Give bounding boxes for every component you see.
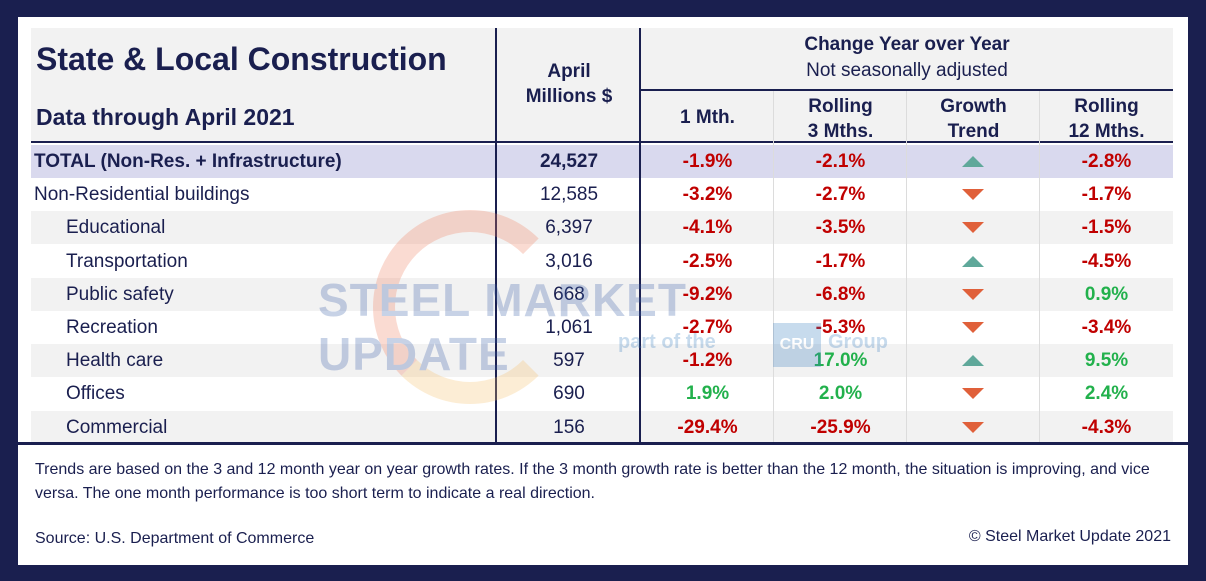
row-label: Recreation bbox=[66, 317, 158, 338]
table-row: Non-Residential buildings 12,585 -3.2% -2.7… bbox=[31, 178, 1173, 211]
trend-down-icon bbox=[962, 288, 984, 300]
change-header: Change Year over Year Not seasonally adj… bbox=[641, 32, 1173, 84]
pct-rolling12: -4.5% bbox=[1081, 250, 1132, 272]
footnote: Trends are based on the 3 and 12 month y… bbox=[35, 461, 1150, 502]
trend-down-icon bbox=[962, 189, 984, 201]
divider-1mth bbox=[773, 91, 774, 442]
subheader-divider bbox=[641, 89, 1173, 91]
row-value: 668 bbox=[553, 283, 585, 305]
pct-1mth: -2.7% bbox=[682, 317, 733, 338]
change-header-sub: Not seasonally adjusted bbox=[806, 60, 1008, 81]
pct-1mth: -2.5% bbox=[682, 250, 733, 272]
source-note: Source: U.S. Department of Commerce bbox=[35, 530, 315, 547]
row-label: Health care bbox=[66, 350, 164, 372]
row-label: Transportation bbox=[66, 250, 188, 272]
pct-1mth: -29.4% bbox=[677, 416, 738, 438]
pct-rolling3: -1.7% bbox=[815, 250, 866, 272]
divider-name-value bbox=[495, 28, 497, 442]
pct-rolling12: 9.5% bbox=[1084, 350, 1129, 372]
table-card: State & Local Construction Data through … bbox=[18, 17, 1188, 565]
table-row: Public safety 668 -9.2% -6.8% 0.9% bbox=[31, 277, 1173, 311]
pct-rolling12: -4.3% bbox=[1081, 416, 1132, 438]
table-bottom-border bbox=[18, 442, 1188, 445]
col-header-rolling3-line2: 3 Mths. bbox=[807, 121, 874, 142]
table-row: Recreation 1,061 -2.7% -5.3% -3.4% bbox=[31, 311, 1173, 344]
pct-rolling12: 2.4% bbox=[1084, 383, 1129, 405]
table-row: Transportation 3,016 -2.5% -1.7% -4.5% bbox=[31, 245, 1173, 278]
copyright: © Steel Market Update 2021 bbox=[968, 528, 1171, 545]
row-value: 597 bbox=[553, 350, 585, 372]
col-header-rolling3: Rolling 3 Mths. bbox=[774, 94, 907, 144]
row-value: 12,585 bbox=[539, 184, 599, 206]
pct-rolling3: 2.0% bbox=[818, 383, 863, 405]
pct-1mth: -3.2% bbox=[682, 184, 733, 206]
page-subtitle: Data through April 2021 bbox=[36, 104, 295, 130]
row-label: Public safety bbox=[66, 283, 174, 305]
divider-value-pct bbox=[639, 28, 641, 442]
pct-rolling3: -3.5% bbox=[815, 217, 866, 239]
table-row: Health care 597 -1.2% 17.0% 9.5% bbox=[31, 344, 1173, 378]
pct-rolling12: -1.7% bbox=[1081, 184, 1132, 206]
col-header-april: April Millions $ bbox=[497, 59, 641, 109]
trend-up-icon bbox=[962, 255, 984, 267]
trend-up-icon bbox=[962, 355, 984, 367]
pct-1mth: -1.9% bbox=[682, 151, 733, 172]
trend-down-icon bbox=[962, 421, 984, 433]
row-label: TOTAL (Non-Res. + Infrastructure) bbox=[34, 151, 342, 172]
col-header-1mth: 1 Mth. bbox=[680, 107, 735, 128]
pct-rolling3: -25.9% bbox=[810, 416, 871, 438]
pct-1mth: -9.2% bbox=[682, 283, 733, 305]
divider-rolling3 bbox=[906, 91, 907, 442]
trend-down-icon bbox=[962, 222, 984, 234]
col-header-growth-trend-line2: Trend bbox=[947, 121, 1000, 142]
row-value: 24,527 bbox=[539, 151, 599, 172]
trend-down-icon bbox=[962, 322, 984, 333]
row-value: 690 bbox=[553, 383, 585, 405]
pct-1mth: -4.1% bbox=[682, 217, 733, 239]
row-value: 3,016 bbox=[545, 250, 593, 272]
pct-rolling3: 17.0% bbox=[813, 350, 868, 372]
col-header-april-line1: April bbox=[547, 61, 591, 82]
pct-rolling12: -3.4% bbox=[1081, 317, 1132, 338]
header-background bbox=[31, 28, 1173, 143]
pct-rolling3: -5.3% bbox=[815, 317, 866, 338]
row-label: Offices bbox=[66, 383, 125, 405]
table-row: Educational 6,397 -4.1% -3.5% -1.5% bbox=[31, 211, 1173, 245]
col-header-april-line2: Millions $ bbox=[525, 86, 613, 107]
header-divider bbox=[31, 141, 1173, 143]
pct-rolling3: -2.7% bbox=[815, 184, 866, 206]
row-value: 156 bbox=[553, 416, 585, 438]
trend-down-icon bbox=[962, 388, 984, 400]
row-label: Commercial bbox=[66, 416, 168, 438]
pct-rolling3: -6.8% bbox=[815, 283, 866, 305]
col-header-growth-trend-line1: Growth bbox=[940, 96, 1007, 117]
trend-up-icon bbox=[962, 156, 984, 167]
table-row: Commercial 156 -29.4% -25.9% -4.3% bbox=[31, 410, 1173, 444]
pct-1mth: 1.9% bbox=[685, 383, 730, 405]
total-row: TOTAL (Non-Res. + Infrastructure) 24,527 -… bbox=[31, 145, 1173, 178]
col-header-rolling12-line1: Rolling bbox=[1074, 96, 1139, 117]
divider-trend bbox=[1039, 91, 1040, 442]
pct-rolling12: -1.5% bbox=[1081, 217, 1132, 239]
change-header-title: Change Year over Year bbox=[804, 34, 1010, 55]
pct-rolling12: 0.9% bbox=[1084, 283, 1129, 305]
pct-rolling12: -2.8% bbox=[1081, 151, 1132, 172]
col-header-rolling3-line1: Rolling bbox=[808, 96, 873, 117]
pct-rolling3: -2.1% bbox=[815, 151, 866, 172]
row-label: Educational bbox=[66, 217, 166, 239]
col-header-rolling12: Rolling 12 Mths. bbox=[1040, 94, 1173, 144]
row-value: 6,397 bbox=[545, 217, 593, 239]
col-header-rolling12-line2: 12 Mths. bbox=[1068, 121, 1145, 142]
col-header-growth-trend: Growth Trend bbox=[907, 94, 1040, 144]
row-value: 1,061 bbox=[545, 317, 593, 338]
row-label: Non-Residential buildings bbox=[34, 184, 250, 206]
page-title: State & Local Construction bbox=[36, 41, 447, 77]
pct-1mth: -1.2% bbox=[682, 350, 733, 372]
table-row: Offices 690 1.9% 2.0% 2.4% bbox=[31, 377, 1173, 410]
